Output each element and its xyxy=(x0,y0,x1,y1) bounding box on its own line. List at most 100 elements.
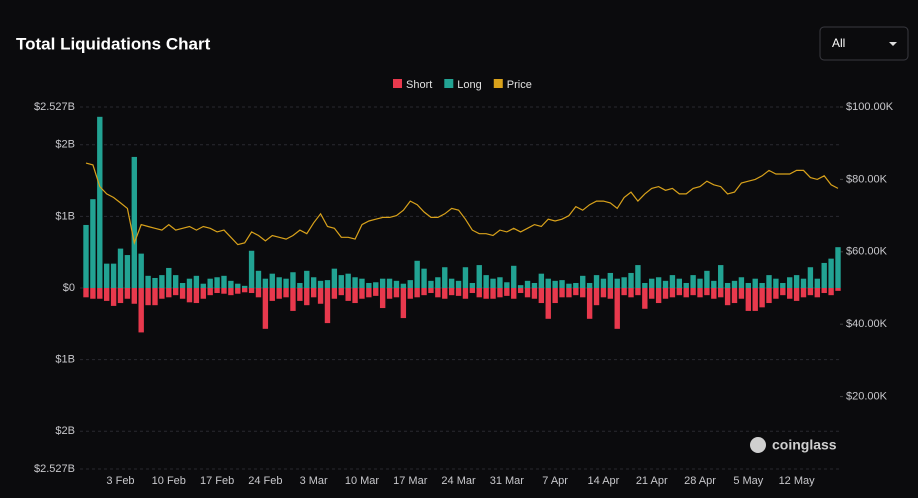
bar xyxy=(145,275,151,288)
selector-text[interactable]: All xyxy=(832,36,845,50)
bar xyxy=(172,275,179,288)
bar xyxy=(331,268,338,288)
range-selector[interactable]: All xyxy=(819,26,909,61)
bar xyxy=(738,277,745,288)
bar xyxy=(104,288,110,301)
x-tick-label: 24 Feb xyxy=(248,475,282,487)
bar xyxy=(324,288,331,324)
bar xyxy=(600,288,607,298)
bar xyxy=(290,272,296,288)
bar xyxy=(338,275,344,288)
bar xyxy=(828,258,834,288)
bar xyxy=(83,288,89,298)
bar xyxy=(110,263,117,288)
bar xyxy=(821,262,827,288)
bar xyxy=(117,248,124,288)
bar xyxy=(104,263,110,288)
bar xyxy=(317,288,324,304)
bar xyxy=(711,288,717,299)
bar xyxy=(331,288,338,299)
y2-tick-label: $40.00K xyxy=(846,318,888,330)
bar xyxy=(538,273,545,288)
bar xyxy=(669,275,676,288)
bar xyxy=(373,282,379,288)
bar xyxy=(110,288,117,306)
bar xyxy=(718,265,724,288)
watermark-text: coinglass xyxy=(772,437,837,453)
bar xyxy=(90,288,96,299)
legend-label: Long xyxy=(457,79,481,91)
bar xyxy=(483,288,489,299)
bar xyxy=(469,288,476,294)
bar xyxy=(566,288,572,298)
bar xyxy=(442,267,448,288)
bar xyxy=(662,288,669,299)
bar xyxy=(724,282,731,288)
bar xyxy=(642,288,648,309)
bar xyxy=(407,288,413,299)
bar xyxy=(718,288,724,298)
bar xyxy=(152,277,158,288)
bar xyxy=(504,288,510,296)
bar xyxy=(400,283,407,288)
bar xyxy=(269,273,275,288)
bar xyxy=(462,288,469,299)
bar xyxy=(476,265,482,288)
x-tick-label: 7 Apr xyxy=(542,475,568,487)
bar xyxy=(552,288,558,304)
bar xyxy=(476,288,482,298)
bar xyxy=(400,288,407,319)
bar xyxy=(186,288,193,303)
bar xyxy=(338,288,344,296)
y-tick-label: $2B xyxy=(55,425,75,437)
bar xyxy=(655,277,662,288)
bar xyxy=(593,288,600,306)
bar xyxy=(766,275,772,288)
bar xyxy=(90,199,96,288)
bar xyxy=(628,272,634,288)
bar xyxy=(800,288,807,298)
bar xyxy=(759,288,765,308)
bar xyxy=(283,288,289,298)
bar xyxy=(586,282,593,288)
bar xyxy=(821,288,827,294)
bar xyxy=(317,280,324,288)
bar xyxy=(490,288,496,299)
bar xyxy=(745,288,752,311)
bar xyxy=(352,288,358,304)
bar xyxy=(704,288,710,296)
bar xyxy=(428,288,434,294)
selector-caret[interactable] xyxy=(889,42,897,46)
bar xyxy=(248,250,255,288)
bar xyxy=(607,288,614,299)
bar xyxy=(352,277,358,288)
bar xyxy=(787,277,793,288)
bar xyxy=(179,282,186,288)
bar xyxy=(207,288,213,296)
bar xyxy=(621,277,627,288)
legend-swatch xyxy=(393,79,402,88)
bar xyxy=(448,278,455,288)
y-tick-label: $2.527B xyxy=(34,101,75,113)
bar xyxy=(159,275,165,288)
bar xyxy=(469,282,476,288)
x-tick-label: 14 Apr xyxy=(588,475,620,487)
watermark: coinglass xyxy=(750,437,837,453)
y2-tick-label: $100.00K xyxy=(846,101,894,113)
bar xyxy=(731,280,738,288)
bar xyxy=(614,288,620,329)
bar xyxy=(152,288,158,306)
bar xyxy=(504,282,510,288)
bar xyxy=(193,275,200,288)
bar xyxy=(780,282,786,288)
bar xyxy=(573,288,579,296)
bar xyxy=(676,288,683,296)
bar xyxy=(517,285,524,288)
bar xyxy=(304,270,310,288)
bar xyxy=(421,288,427,296)
bar xyxy=(787,288,793,299)
bar xyxy=(497,277,503,288)
selector-box[interactable] xyxy=(819,26,909,61)
bar xyxy=(580,275,586,288)
